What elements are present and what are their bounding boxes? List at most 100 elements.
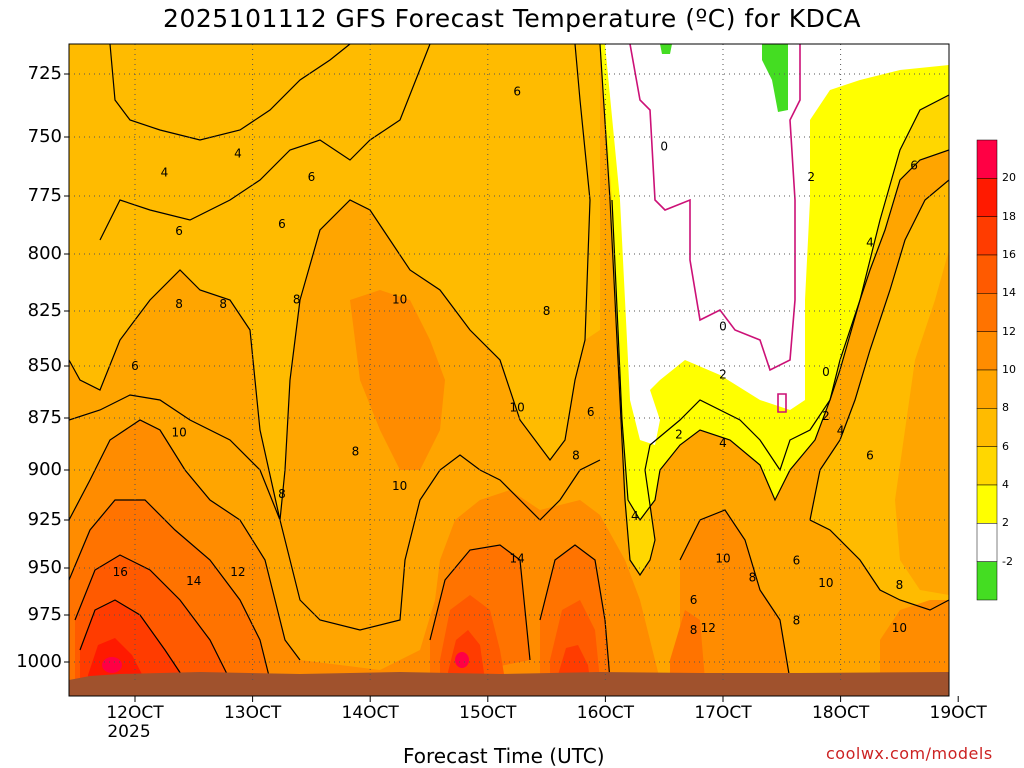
y-tick-label: 850	[27, 355, 62, 376]
colorbar-label: 16	[1002, 248, 1016, 261]
colorbar-label: 2	[1002, 516, 1009, 530]
contour-label: 6	[587, 405, 595, 419]
contour-label: 14	[186, 574, 201, 588]
x-tick-label: 13OCT	[223, 703, 282, 723]
colorbar-label: 4	[1002, 478, 1009, 491]
zero-contour	[629, 44, 801, 372]
field-8-10-east	[895, 250, 949, 595]
y-tick-label: 975	[27, 604, 62, 625]
contour-label: 10	[510, 401, 525, 415]
field-minus2-2	[605, 44, 949, 445]
field-below-minus2-small	[660, 44, 672, 54]
contour-label: 4	[234, 147, 242, 161]
field-12-14-d	[670, 610, 705, 680]
contour-label: 2	[807, 170, 815, 184]
y-tick-label: 900	[27, 459, 62, 480]
credit-link[interactable]: coolwx.com/models	[826, 744, 993, 763]
x-tick-year: 2025	[107, 722, 151, 742]
x-tick-label: 17OCT	[694, 703, 752, 723]
field-10-12-b	[350, 290, 445, 470]
contour-label: 12	[701, 621, 716, 635]
colorbar-label: 12	[1002, 324, 1016, 338]
zero-contour-small	[777, 393, 787, 413]
contour-label: 14	[510, 551, 525, 565]
contour-lines	[69, 44, 949, 681]
field-10-12-east	[680, 510, 790, 680]
plot-frame	[68, 43, 950, 697]
colorbar-bin	[976, 561, 998, 601]
contour-label: 6	[308, 170, 316, 184]
colorbar-bin	[976, 216, 998, 256]
y-tick-label: 825	[27, 300, 62, 321]
contour-label: 8	[690, 623, 698, 637]
y-tick-label: 775	[27, 185, 62, 206]
contour-label: 8	[749, 570, 757, 584]
contour-label: 6	[866, 448, 874, 462]
colorbar	[976, 139, 998, 601]
y-tick-label: 750	[27, 126, 62, 147]
x-tick-label: 14OCT	[341, 703, 399, 723]
colorbar-label: 8	[1002, 401, 1009, 415]
colorbar-bin	[976, 369, 998, 409]
contour-label: 12	[230, 565, 245, 579]
colorbar-bin	[976, 293, 998, 332]
x-tick-label: 18OCT	[811, 703, 870, 723]
contour-label: 6	[910, 158, 918, 172]
contour-label: 4	[161, 165, 169, 179]
colorbar-bin	[976, 254, 998, 294]
contour-label: 2	[675, 428, 683, 442]
y-tick-label: 800	[27, 243, 62, 264]
contour-label: 10	[892, 621, 907, 635]
y-tick-label: 1000	[16, 651, 62, 672]
contour-label: 8	[572, 448, 580, 462]
colorbar-bin	[976, 331, 998, 371]
colorbar-label: 10	[1002, 363, 1016, 376]
field-below-minus2	[762, 44, 788, 112]
colorbar-bin	[976, 484, 998, 524]
contour-label: 8	[293, 293, 301, 307]
colorbar-bin	[976, 408, 998, 447]
ground	[69, 672, 949, 696]
x-tick-label: 12OCT	[106, 703, 164, 723]
contour-label: 10	[715, 551, 730, 565]
colorbar-bin	[976, 139, 998, 179]
x-ticks	[134, 696, 959, 702]
y-tick-label: 925	[27, 509, 62, 530]
x-tick-label: 15OCT	[459, 703, 517, 723]
contour-label: 0	[719, 319, 727, 333]
field-10-12-east2	[880, 600, 949, 680]
contour-label: 8	[175, 297, 183, 311]
y-ticks	[64, 73, 69, 663]
contour-label: 2	[822, 409, 830, 423]
contour-label: 4	[719, 436, 727, 450]
field-above-20	[102, 657, 122, 673]
y-tick-label: 950	[27, 557, 62, 578]
contour-label: 10	[818, 576, 833, 590]
colorbar-label: 20	[1002, 171, 1016, 185]
contour-label: 16	[113, 565, 128, 579]
x-tick-label: 16OCT	[576, 703, 635, 723]
contour-label: 10	[392, 479, 407, 493]
contour-label: 6	[175, 224, 183, 238]
x-axis-title: Forecast Time (UTC)	[403, 744, 605, 768]
chart-title: 2025101112 GFS Forecast Temperature (ºC)…	[163, 4, 861, 33]
contour-label: 10	[171, 426, 186, 440]
colorbar-label: -2	[1002, 554, 1013, 568]
colorbar-bin	[976, 523, 998, 562]
contour-label: 8	[352, 444, 360, 458]
colorbar-label: 14	[1002, 286, 1016, 300]
contour-label: 4	[866, 235, 874, 249]
colorbar-bin	[976, 446, 998, 486]
contour-label: 4	[631, 509, 639, 523]
colorbar-bin	[976, 178, 998, 217]
colorbar-label: 6	[1002, 439, 1009, 453]
field-above-20-b	[455, 652, 469, 668]
contour-label: 6	[513, 85, 521, 99]
y-tick-label: 875	[27, 407, 62, 428]
contour-label: 8	[543, 304, 551, 318]
grid	[69, 44, 949, 680]
colorbar-label: 18	[1002, 209, 1016, 223]
field-6-8	[69, 44, 600, 520]
